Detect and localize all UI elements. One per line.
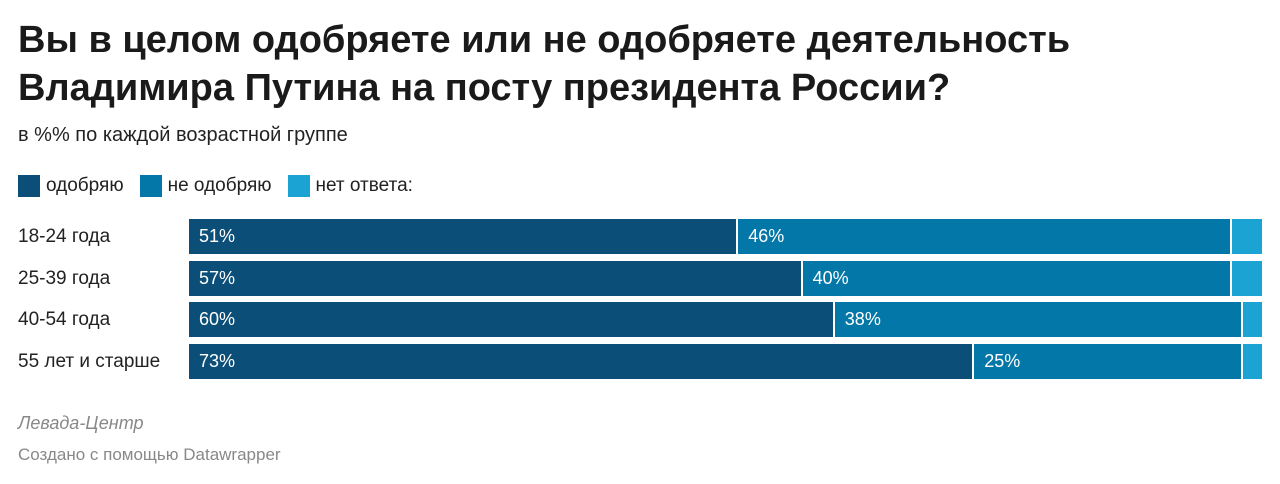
legend-label-approve: одобряю	[46, 175, 124, 196]
bar-segment-0-1: 46%	[736, 219, 1230, 254]
bar-row-0: 51% 46%	[189, 219, 1262, 254]
legend-item-no-answer: нет ответа:	[287, 175, 413, 197]
row-label-3: 55 лет и старше	[18, 351, 161, 372]
bar-segment-2-1: 38%	[832, 302, 1241, 337]
data-label-2-1: 38%	[844, 309, 881, 329]
bar-row-3: 73% 25%	[189, 344, 1262, 379]
row-label-1: 25-39 года	[18, 268, 111, 289]
bar-segment-3-0: 73%	[189, 344, 973, 379]
legend-swatch-no-answer	[287, 175, 310, 197]
data-label-0-1: 46%	[748, 226, 785, 246]
bar-segment-2-2	[1240, 302, 1262, 337]
legend-item-disapprove: не одобряю	[139, 175, 272, 197]
chart-subtitle: в %% по каждой возрастной группе	[18, 124, 348, 146]
bar-segment-1-0: 57%	[189, 261, 801, 296]
legend-item-approve: одобряю	[18, 175, 124, 197]
bar-segment-0-2	[1229, 219, 1262, 254]
chart-legend: одобряю не одобряю нет ответа:	[18, 175, 429, 197]
bar-row-1: 57% 40%	[189, 261, 1262, 296]
legend-swatch-approve	[18, 175, 40, 197]
bar-segment-2-0: 60%	[189, 302, 833, 337]
bar-segment-3-2	[1240, 344, 1262, 379]
legend-swatch-disapprove	[139, 175, 162, 197]
source-note: Левада-Центр	[18, 413, 144, 433]
chart-title-line-1: Вы в целом одобряете или не одобряете де…	[18, 19, 1071, 61]
bar-segment-1-2	[1229, 261, 1262, 296]
bar-segment-3-1: 25%	[972, 344, 1241, 379]
row-label-2: 40-54 года	[18, 309, 111, 330]
data-label-3-1: 25%	[984, 351, 1021, 371]
data-label-2-0: 60%	[199, 309, 236, 329]
row-label-0: 18-24 года	[18, 226, 111, 247]
bar-segment-0-0: 51%	[189, 219, 737, 254]
credit-note: Создано с помощью Datawrapper	[18, 445, 281, 464]
data-label-1-0: 57%	[199, 268, 236, 288]
data-label-0-0: 51%	[199, 226, 236, 246]
chart-title: Вы в целом одобряете или не одобряете де…	[18, 16, 1218, 112]
legend-label-disapprove: не одобряю	[167, 175, 272, 196]
bar-row-2: 60% 38%	[189, 302, 1262, 337]
data-label-3-0: 73%	[199, 351, 236, 371]
legend-label-no-answer: нет ответа:	[315, 175, 413, 196]
bar-segment-1-1: 40%	[800, 261, 1230, 296]
chart-title-line-2: Владимира Путина на посту президента Рос…	[18, 67, 951, 109]
data-label-1-1: 40%	[812, 268, 849, 288]
